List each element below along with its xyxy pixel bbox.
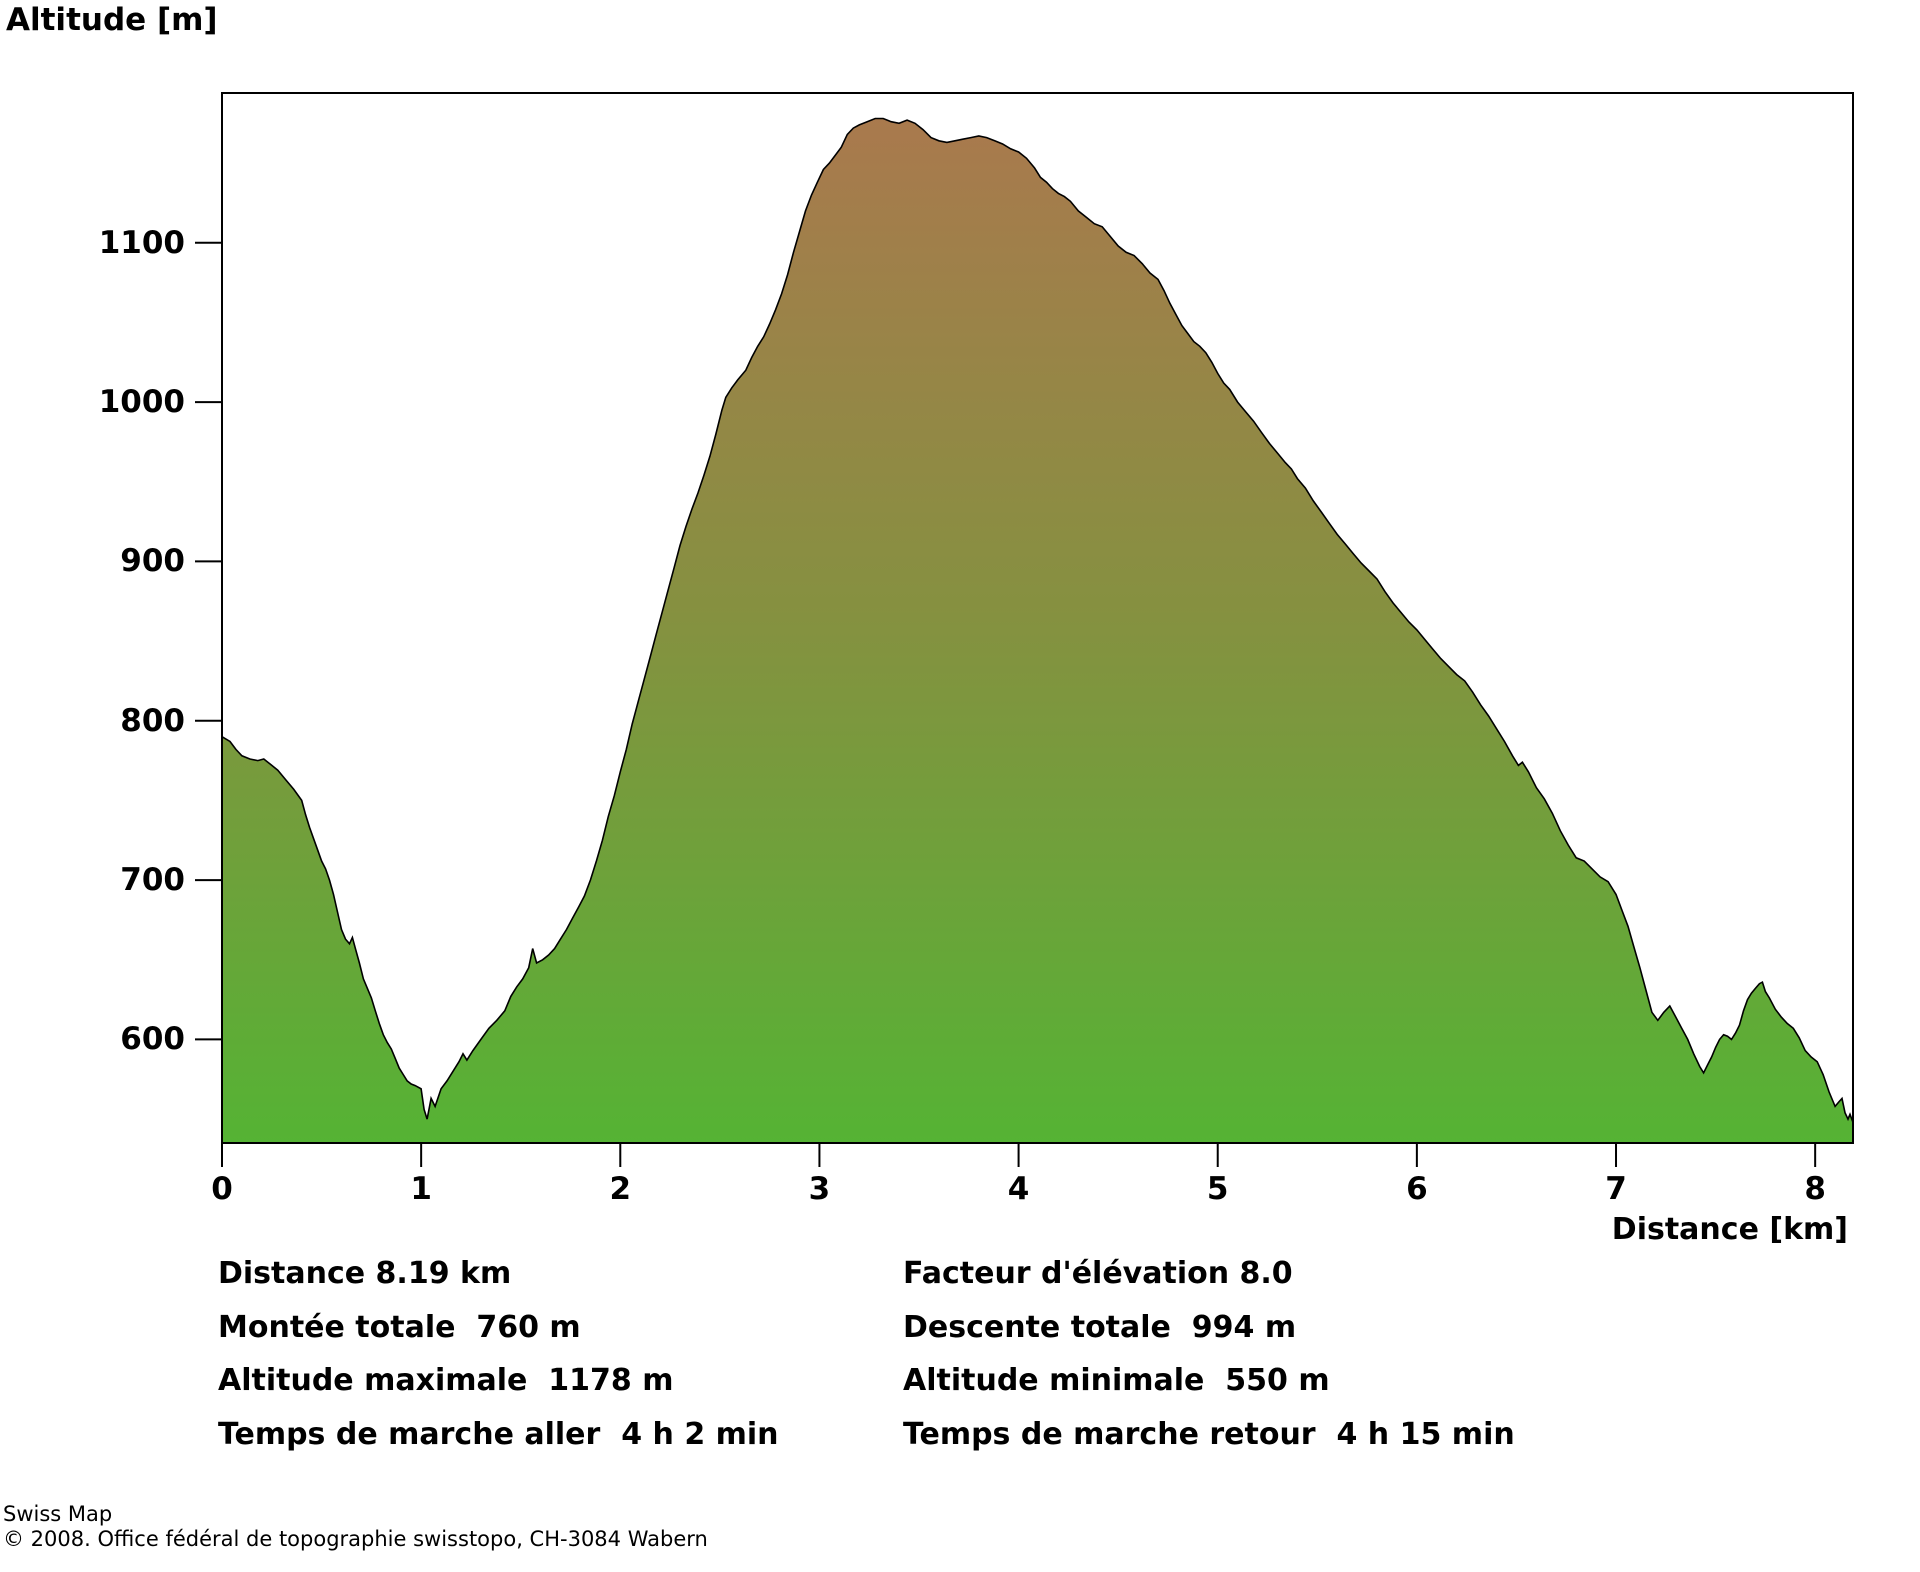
x-tick-label: 2 [609,1171,632,1207]
stat-max-altitude: Altitude maximale 1178 m [218,1363,674,1398]
stat-total-descent: Descente totale 994 m [903,1310,1297,1345]
footer-app-name: Swiss Map [3,1502,113,1526]
x-axis-label: Distance [km] [1611,1212,1848,1247]
y-tick-label: 800 [120,702,185,739]
y-tick-label: 700 [120,862,185,899]
elevation-outline [221,117,1854,1123]
y-axis-title: Altitude [m] [6,2,218,38]
footer-copyright: © 2008. Office fédéral de topographie sw… [3,1527,708,1551]
y-tick-label: 600 [120,1021,185,1058]
x-tick-label: 5 [1206,1171,1229,1207]
y-tick-label: 1000 [98,384,185,421]
stat-elevation-factor: Facteur d'élévation 8.0 [903,1256,1293,1291]
stat-total-ascent: Montée totale 760 m [218,1310,581,1345]
x-tick-label: 7 [1605,1171,1627,1207]
plot-border [221,92,1854,1144]
y-tick-label: 1100 [98,224,185,261]
stat-walk-time-out: Temps de marche aller 4 h 2 min [218,1417,779,1452]
y-tick-label: 900 [120,543,185,580]
x-tick-label: 0 [211,1171,233,1207]
elevation-area [222,118,1853,1143]
x-tick-label: 3 [808,1171,831,1207]
x-tick-label: 4 [1007,1171,1030,1207]
stat-distance: Distance 8.19 km [218,1256,512,1291]
x-tick-label: 8 [1804,1171,1826,1207]
stat-min-altitude: Altitude minimale 550 m [903,1363,1330,1398]
x-tick-label: 1 [410,1171,432,1207]
x-tick-label: 6 [1406,1171,1428,1207]
stat-walk-time-return: Temps de marche retour 4 h 15 min [903,1417,1515,1452]
